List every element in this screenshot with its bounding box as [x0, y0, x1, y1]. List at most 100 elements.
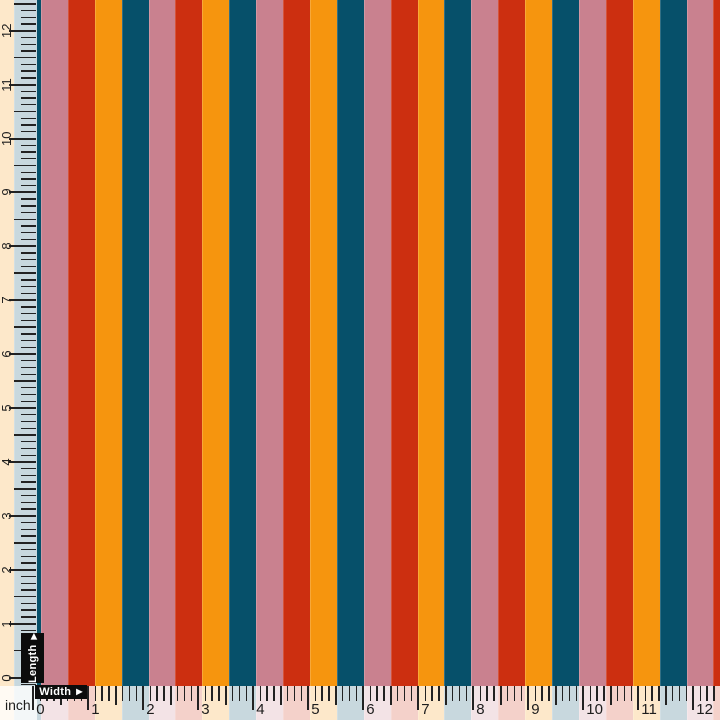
tick-mark	[534, 686, 536, 701]
tick-mark	[630, 686, 633, 701]
tick-mark	[101, 686, 103, 701]
tick-mark	[21, 562, 36, 564]
tick-mark	[14, 541, 36, 544]
tick-mark	[342, 686, 344, 701]
tick-mark	[486, 686, 488, 701]
tick-mark	[21, 454, 36, 456]
tick-mark	[21, 131, 36, 133]
tick-mark	[21, 333, 36, 335]
ruler-number: 9	[0, 188, 14, 197]
tick-mark	[21, 70, 36, 72]
tick-mark	[21, 43, 36, 45]
tick-mark	[513, 686, 516, 701]
width-label-text: Width	[39, 686, 72, 698]
tick-mark	[21, 171, 36, 173]
tick-mark	[596, 686, 598, 701]
fabric-stripe-teal	[229, 0, 258, 720]
tick-mark	[21, 36, 36, 39]
tick-mark	[21, 555, 36, 557]
tick-mark	[21, 104, 36, 106]
tick-mark	[9, 245, 36, 248]
tick-mark	[14, 164, 36, 167]
tick-mark	[14, 380, 36, 382]
fabric-stripe-orange	[525, 0, 553, 720]
tick-mark	[321, 686, 323, 701]
tick-mark	[21, 178, 36, 180]
vertical-ruler-band	[0, 0, 37, 720]
ruler-number: 4	[256, 701, 265, 718]
tick-mark	[21, 548, 36, 551]
tick-mark	[603, 686, 605, 701]
tick-mark	[479, 686, 481, 701]
tick-mark	[9, 191, 36, 194]
tick-mark	[348, 686, 351, 701]
tick-mark	[307, 686, 310, 710]
tick-mark	[21, 360, 36, 362]
tick-mark	[287, 686, 289, 701]
tick-mark	[273, 686, 275, 701]
ruler-number: 9	[531, 701, 540, 718]
ruler-number: 7	[0, 296, 14, 304]
tick-mark	[9, 137, 36, 140]
length-label-text: Length▶	[26, 633, 39, 683]
fabric-stripe-red	[175, 0, 204, 720]
tick-mark	[9, 83, 36, 86]
tick-mark	[21, 616, 36, 618]
tick-mark	[21, 373, 36, 375]
tick-mark	[211, 686, 213, 701]
tick-mark	[170, 686, 172, 705]
tick-mark	[14, 434, 36, 436]
tick-mark	[692, 686, 695, 710]
fabric-stripe-red	[498, 0, 527, 720]
fabric-stripe-rose	[148, 0, 177, 720]
tick-mark	[293, 686, 296, 701]
tick-mark	[21, 420, 36, 423]
tick-mark	[355, 686, 358, 701]
tick-mark	[623, 686, 626, 701]
ruler-number: 5	[311, 701, 320, 718]
tick-mark	[21, 602, 36, 605]
fabric-stripe-rose	[578, 0, 607, 720]
tick-mark	[699, 686, 701, 701]
tick-mark	[21, 501, 36, 503]
tick-mark	[21, 238, 36, 241]
tick-mark	[14, 218, 36, 221]
ruler-number: 8	[476, 701, 485, 718]
tick-mark	[610, 686, 612, 705]
tick-mark	[21, 117, 36, 119]
tick-mark	[280, 686, 282, 705]
tick-mark	[397, 686, 399, 701]
ruler-number: 12	[0, 23, 14, 38]
tick-mark	[383, 686, 385, 701]
tick-mark	[362, 686, 365, 710]
tick-mark	[252, 686, 255, 710]
tick-mark	[658, 686, 660, 701]
tick-mark	[94, 686, 96, 701]
tick-mark	[541, 686, 543, 701]
ruler-number: 4	[0, 458, 14, 466]
tick-mark	[21, 387, 36, 389]
tick-mark	[21, 124, 36, 126]
ruler-number: 7	[421, 701, 430, 718]
tick-mark	[582, 686, 585, 710]
tick-mark	[458, 686, 461, 701]
tick-mark	[493, 686, 495, 701]
ruler-number: 0	[0, 673, 14, 682]
ruler-number: 6	[0, 350, 14, 358]
tick-mark	[575, 686, 578, 701]
ruler-number: 6	[366, 701, 375, 718]
tick-mark	[21, 211, 36, 214]
tick-mark	[651, 686, 653, 701]
tick-mark	[21, 259, 36, 261]
tick-mark	[335, 686, 337, 705]
tick-mark	[500, 686, 502, 705]
tick-mark	[644, 686, 646, 701]
tick-mark	[431, 686, 433, 701]
ruler-number: 11	[0, 77, 14, 92]
tick-mark	[142, 686, 145, 710]
unit-label: inch	[5, 697, 31, 713]
tick-mark	[21, 474, 36, 477]
tick-mark	[32, 686, 35, 710]
width-label: Width ▶	[35, 685, 87, 699]
